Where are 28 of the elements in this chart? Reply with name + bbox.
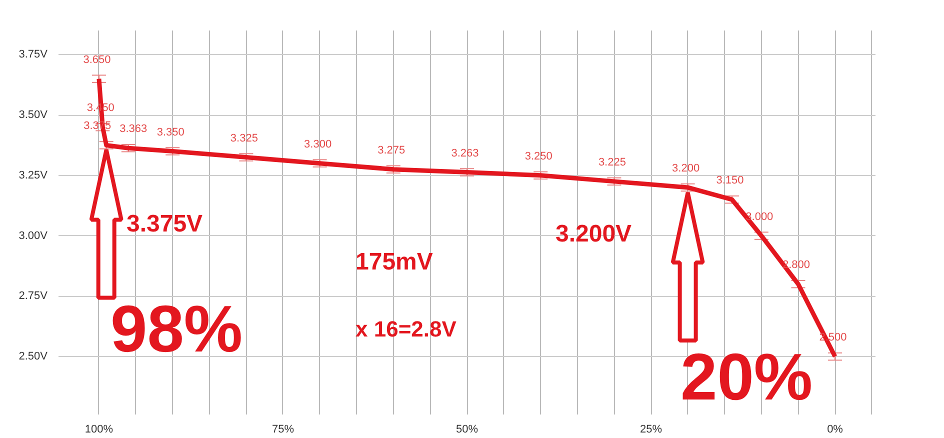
annotation: x 16=2.8V	[356, 316, 457, 342]
x-tick-label: 25%	[640, 424, 662, 436]
data-label: 3.363	[120, 123, 148, 136]
x-tick-label: 100%	[84, 424, 114, 436]
annotation: 3.200V	[556, 220, 632, 248]
y-tick-label: 3.00V	[18, 230, 48, 242]
y-tick-label: 3.25V	[18, 169, 48, 182]
x-tick-label: 0%	[827, 424, 844, 436]
annotation: 98%	[110, 292, 243, 366]
data-label: 3.263	[451, 147, 479, 160]
data-label: 3.225	[598, 156, 626, 168]
y-tick-label: 3.75V	[18, 48, 48, 61]
y-tick-label: 2.50V	[18, 350, 48, 363]
data-label: 3.275	[378, 144, 406, 156]
annotation: 20%	[680, 340, 813, 414]
data-label: 3.650	[83, 54, 111, 66]
data-label: 3.250	[524, 150, 552, 162]
x-tick-label: 50%	[456, 424, 478, 436]
data-label: 3.150	[716, 174, 744, 187]
y-tick-label: 2.75V	[18, 290, 48, 302]
annotation: 3.375V	[126, 210, 203, 238]
data-label: 3.200	[672, 162, 700, 174]
y-tick-label: 3.50V	[18, 109, 48, 122]
data-label: 3.325	[230, 132, 258, 144]
data-label: 3.300	[304, 138, 332, 150]
annotation: 175mV	[356, 248, 433, 276]
data-label: 3.350	[156, 126, 184, 138]
x-tick-label: 75%	[272, 424, 294, 436]
